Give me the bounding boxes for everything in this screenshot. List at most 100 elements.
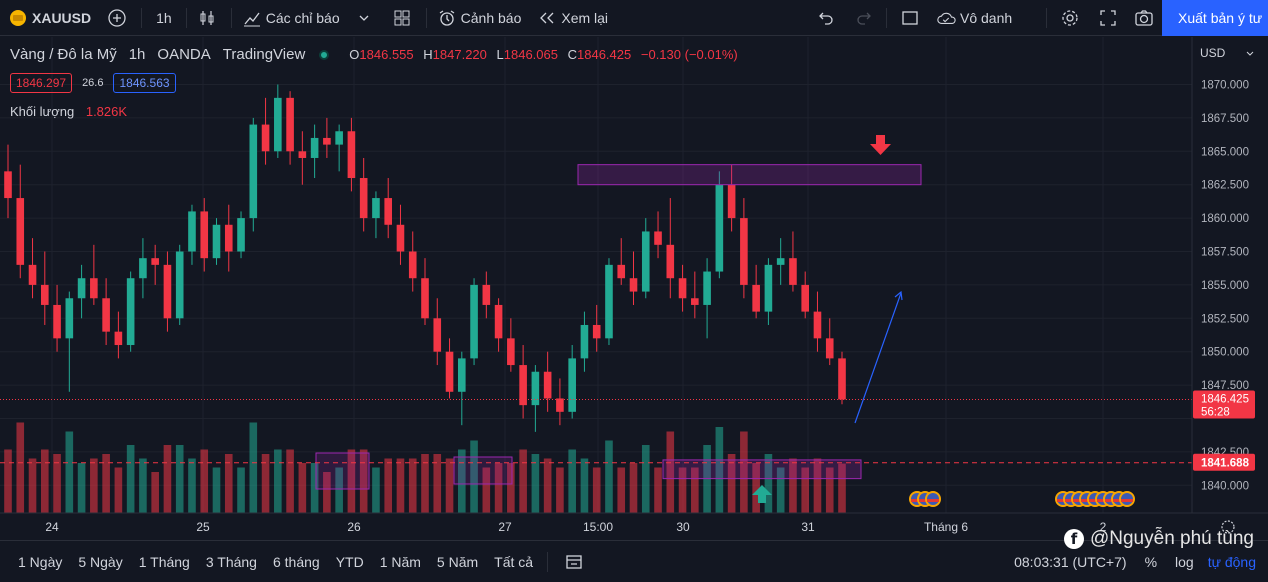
chart-pane[interactable]: USD 1870.000 1867.500 1865.000 1862.500 1860.… — [0, 37, 1268, 540]
candle-body — [139, 258, 147, 279]
range-1y[interactable]: 1 Năm — [379, 553, 421, 570]
candle — [470, 278, 478, 366]
volume-bar — [40, 449, 49, 513]
resistance-zone — [577, 164, 922, 186]
range-1d[interactable]: 1 Ngày — [18, 553, 63, 570]
candle — [347, 117, 356, 192]
market-open-icon — [319, 49, 330, 60]
up-arrow-icon — [752, 485, 772, 503]
last-price-label: 1846.425 — [1201, 393, 1249, 405]
flag-stripe — [919, 499, 931, 502]
chart-legend: Vàng / Đô la Mỹ 1h OANDA TradingView O18… — [10, 46, 744, 63]
price-tick-label: 1847.500 — [1201, 380, 1249, 392]
candle — [261, 97, 270, 165]
candle — [789, 231, 797, 292]
fullscreen-button[interactable] — [1090, 0, 1130, 36]
volume-bar — [494, 463, 503, 513]
top-toolbar: XAUUSD 1h Các chỉ báo Cảnh báo — [0, 0, 1268, 36]
divider — [547, 551, 549, 572]
range-3m[interactable]: 3 Tháng — [205, 553, 257, 570]
publish-idea-button[interactable]: Xuất bản ý tư — [1162, 0, 1268, 36]
log-toggle[interactable]: log — [1175, 554, 1194, 570]
candle-body — [457, 358, 466, 392]
goto-date-icon[interactable] — [564, 552, 584, 572]
time-tick-label: 30 — [676, 520, 690, 534]
candlestick-chart[interactable]: USD 1870.000 1867.500 1865.000 1862.500 1860.… — [0, 37, 1268, 540]
candle-body — [200, 211, 209, 259]
volume-label: Khối lượng — [10, 104, 75, 119]
range-5y[interactable]: 5 Năm — [436, 553, 479, 570]
volume-bar — [556, 467, 564, 513]
candle — [494, 298, 503, 352]
candle-body — [556, 398, 564, 412]
legend-source: TradingView — [222, 46, 306, 63]
clock[interactable]: 08:03:31 (UTC+7) — [1014, 554, 1127, 570]
flag-stripe — [1081, 499, 1093, 502]
divider — [1046, 8, 1047, 28]
candle — [286, 91, 294, 165]
sell-price-button[interactable]: 1846.297 — [10, 73, 73, 93]
candle-body — [543, 371, 552, 399]
redo-button[interactable] — [846, 0, 886, 36]
candle — [568, 345, 576, 419]
candle-body — [347, 131, 356, 179]
volume-bar — [666, 431, 675, 513]
candle-body — [654, 231, 662, 245]
volume-bar — [151, 472, 159, 513]
volume-bar — [77, 463, 86, 513]
ohlc-values: O1846.555 H1847.220 L1846.065 C1846.425 … — [349, 47, 743, 62]
price-tick-label: 1862.500 — [1201, 180, 1249, 192]
indicators-dropdown[interactable] — [348, 0, 384, 36]
candle-body — [592, 324, 601, 339]
chart-type-button[interactable] — [189, 0, 229, 36]
alerts-button[interactable]: Cảnh báo — [429, 0, 530, 36]
snapshot-button[interactable] — [1126, 0, 1166, 36]
undo-button[interactable] — [808, 0, 848, 36]
volume-bar — [139, 458, 147, 513]
change-value: −0.130 (−0.01%) — [640, 47, 738, 62]
range-ytd[interactable]: YTD — [335, 553, 364, 570]
legend-exchange: OANDA — [157, 46, 211, 63]
price-tick-label: 1852.500 — [1201, 313, 1249, 325]
volume-bar — [224, 454, 233, 513]
percent-toggle[interactable]: % — [1144, 554, 1158, 570]
range-1m[interactable]: 1 Tháng — [138, 553, 190, 570]
countdown-label: 56:28 — [1201, 406, 1230, 418]
candle — [40, 251, 49, 325]
time-tick-label: 26 — [347, 520, 361, 534]
time-tick-label: 31 — [801, 520, 815, 534]
buy-price-button[interactable]: 1846.563 — [113, 73, 176, 93]
candle — [445, 338, 454, 399]
volume-bar — [65, 431, 74, 513]
layout-name-button[interactable]: Vô danh — [928, 0, 1020, 36]
candle-body — [65, 298, 74, 339]
layouts-button[interactable] — [384, 0, 424, 36]
range-6m[interactable]: 6 tháng — [272, 553, 320, 570]
candle-body — [224, 224, 233, 252]
auto-scale-toggle[interactable]: tự động — [1207, 554, 1256, 570]
candle — [151, 244, 159, 285]
fullscreen-select-button[interactable] — [892, 0, 932, 36]
volume-bar — [298, 463, 307, 513]
indicators-button[interactable]: Các chỉ báo — [234, 0, 348, 36]
replay-button[interactable]: Xem lại — [529, 0, 616, 36]
range-all[interactable]: Tất cả — [494, 553, 534, 570]
flag-stripe — [1065, 499, 1077, 502]
volume-bar — [445, 458, 454, 513]
candle-body — [274, 97, 282, 152]
volume-bar — [261, 454, 270, 513]
symbol-search-button[interactable]: XAUUSD — [0, 0, 99, 36]
publish-label: Xuất bản ý tư — [1178, 10, 1263, 26]
compare-button[interactable] — [99, 0, 139, 36]
chevron-down-icon — [354, 8, 374, 28]
range-5d[interactable]: 5 Ngày — [78, 553, 123, 570]
candle-body — [40, 284, 49, 305]
low-value: 1846.065 — [503, 47, 558, 62]
candle-body — [445, 351, 454, 392]
settings-button[interactable] — [1052, 0, 1092, 36]
candle — [139, 238, 147, 299]
candle — [114, 311, 123, 359]
facebook-icon: f — [1063, 529, 1084, 549]
candle — [825, 318, 834, 366]
interval-button[interactable]: 1h — [144, 0, 184, 36]
